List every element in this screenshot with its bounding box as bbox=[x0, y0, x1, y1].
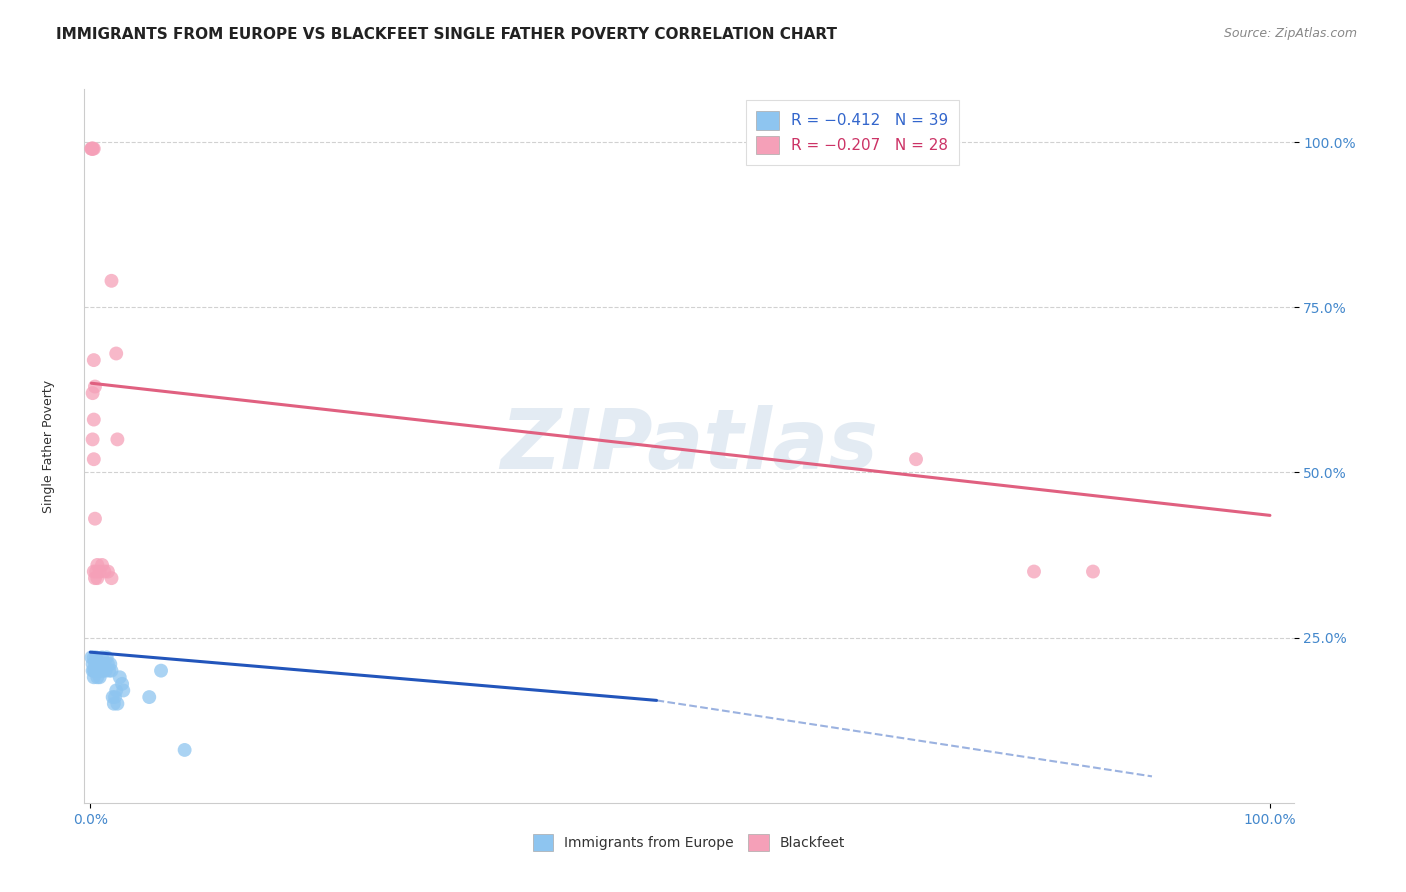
Point bbox=[84, 565, 107, 579]
Point bbox=[105, 697, 128, 711]
Text: ZIPatlas: ZIPatlas bbox=[501, 406, 877, 486]
Text: Source: ZipAtlas.com: Source: ZipAtlas.com bbox=[1223, 27, 1357, 40]
Point bbox=[84, 657, 107, 671]
Point bbox=[82, 142, 104, 156]
Point bbox=[98, 664, 121, 678]
Point bbox=[82, 433, 104, 447]
Text: Single Father Poverty: Single Father Poverty bbox=[42, 379, 55, 513]
Point bbox=[82, 657, 104, 671]
Point bbox=[83, 664, 105, 678]
Point bbox=[84, 664, 107, 678]
Point bbox=[83, 353, 105, 368]
Point bbox=[83, 412, 105, 426]
Point bbox=[80, 650, 103, 665]
Point bbox=[97, 565, 120, 579]
Point bbox=[1081, 565, 1104, 579]
Point bbox=[91, 657, 114, 671]
Point bbox=[84, 511, 107, 525]
Point bbox=[98, 657, 121, 671]
Point bbox=[905, 452, 928, 467]
Point bbox=[91, 664, 114, 678]
Point bbox=[105, 433, 128, 447]
Point bbox=[112, 683, 135, 698]
Point bbox=[86, 670, 108, 684]
Point bbox=[84, 379, 107, 393]
Point bbox=[1022, 565, 1045, 579]
Point bbox=[83, 650, 105, 665]
Point bbox=[108, 670, 131, 684]
Point bbox=[80, 142, 103, 156]
Point bbox=[86, 664, 108, 678]
Point bbox=[84, 664, 107, 678]
Point bbox=[84, 650, 107, 665]
Point bbox=[91, 558, 114, 572]
Point bbox=[150, 664, 173, 678]
Point bbox=[83, 452, 105, 467]
Point bbox=[89, 657, 111, 671]
Point bbox=[86, 571, 108, 585]
Point bbox=[84, 657, 107, 671]
Point bbox=[87, 664, 110, 678]
Point bbox=[104, 690, 127, 704]
Point bbox=[100, 664, 122, 678]
Point bbox=[100, 274, 122, 288]
Point bbox=[83, 670, 105, 684]
Text: IMMIGRANTS FROM EUROPE VS BLACKFEET SINGLE FATHER POVERTY CORRELATION CHART: IMMIGRANTS FROM EUROPE VS BLACKFEET SING… bbox=[56, 27, 837, 42]
Point bbox=[105, 346, 128, 360]
Point bbox=[82, 386, 104, 401]
Point bbox=[89, 565, 111, 579]
Point bbox=[105, 683, 128, 698]
Point bbox=[93, 657, 115, 671]
Point bbox=[82, 664, 104, 678]
Point bbox=[87, 657, 110, 671]
Point bbox=[89, 670, 111, 684]
Point bbox=[91, 650, 114, 665]
Point bbox=[83, 142, 105, 156]
Point bbox=[93, 565, 115, 579]
Point bbox=[82, 142, 104, 156]
Point bbox=[103, 697, 125, 711]
Point bbox=[80, 142, 103, 156]
Point bbox=[100, 571, 122, 585]
Point bbox=[90, 664, 112, 678]
Point bbox=[101, 690, 124, 704]
Point bbox=[138, 690, 160, 704]
Point bbox=[94, 664, 117, 678]
Point bbox=[97, 657, 120, 671]
Point bbox=[111, 677, 134, 691]
Point bbox=[84, 571, 107, 585]
Point bbox=[173, 743, 195, 757]
Point bbox=[86, 558, 108, 572]
Point bbox=[83, 565, 105, 579]
Point bbox=[96, 650, 118, 665]
Legend: Immigrants from Europe, Blackfeet: Immigrants from Europe, Blackfeet bbox=[527, 829, 851, 856]
